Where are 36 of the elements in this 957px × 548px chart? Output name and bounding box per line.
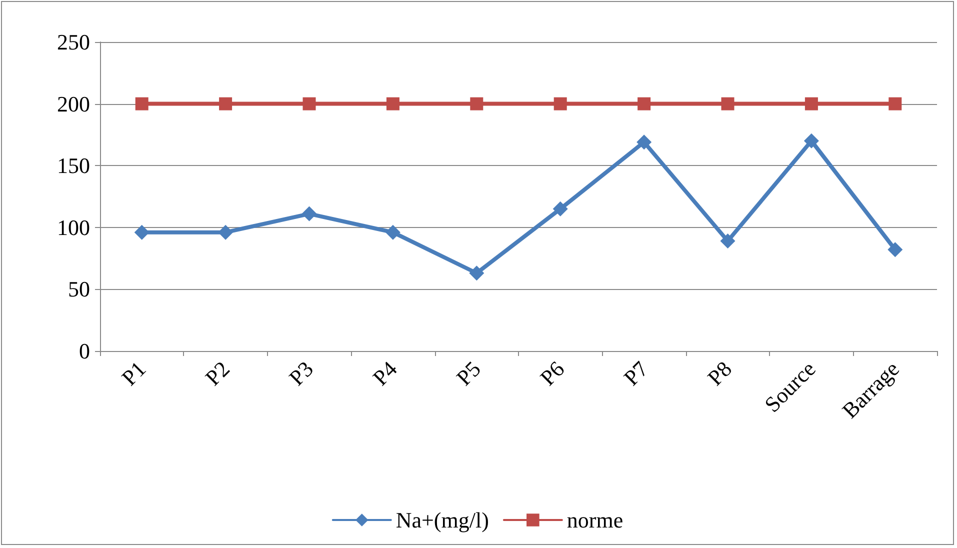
x-tick-label: P3 <box>284 356 318 390</box>
y-tick-label: 200 <box>57 91 90 116</box>
x-tick-label: P6 <box>535 356 570 390</box>
point <box>302 206 317 222</box>
point <box>135 97 148 110</box>
x-tick-label: P5 <box>451 356 486 390</box>
x-tick-label: P7 <box>618 356 653 390</box>
point <box>888 242 903 258</box>
point <box>386 97 400 110</box>
point <box>470 97 484 110</box>
point <box>638 97 651 110</box>
point <box>469 266 484 281</box>
point <box>302 97 316 110</box>
point <box>385 224 400 240</box>
y-tick-label: 150 <box>57 153 90 178</box>
point <box>218 224 234 240</box>
y-tick-label: 50 <box>68 276 90 302</box>
y-tick-label: 250 <box>57 30 90 54</box>
point <box>888 97 902 110</box>
point <box>552 201 568 216</box>
legend-label: norme <box>566 508 624 532</box>
x-tick-label: P2 <box>200 356 234 390</box>
point <box>636 134 652 150</box>
point <box>554 97 567 110</box>
legend-label: Na+(mg/l) <box>396 508 489 532</box>
y-tick-label: 100 <box>57 214 90 240</box>
y-tick-label: 0 <box>79 338 90 364</box>
point <box>219 97 232 110</box>
x-tick-label: P8 <box>702 356 737 390</box>
point <box>804 97 818 110</box>
point <box>720 233 736 248</box>
point <box>804 133 819 148</box>
point <box>721 97 734 110</box>
point <box>134 224 150 240</box>
x-tick-label: P1 <box>116 356 151 390</box>
x-tick-label: P4 <box>368 356 402 390</box>
